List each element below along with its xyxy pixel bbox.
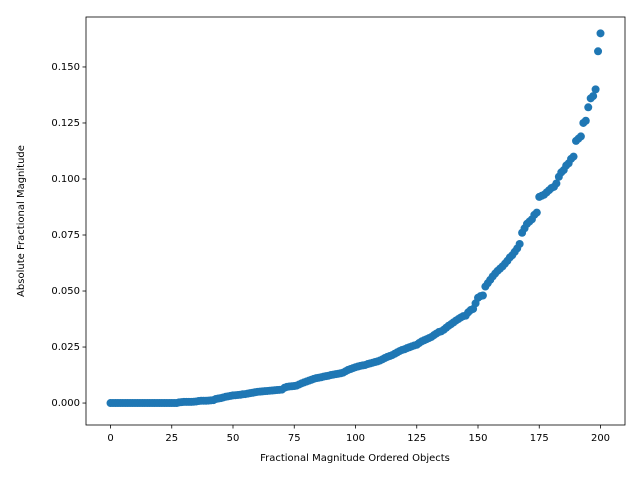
point bbox=[478, 291, 487, 300]
x-tick-label: 0 bbox=[107, 433, 113, 444]
point bbox=[589, 92, 598, 101]
point bbox=[584, 103, 593, 112]
point bbox=[515, 239, 524, 248]
y-axis-label: Absolute Fractional Magnitude bbox=[16, 145, 27, 297]
point bbox=[581, 116, 590, 125]
point bbox=[552, 179, 561, 188]
y-tick-label: 0.075 bbox=[51, 230, 80, 241]
x-tick-label: 150 bbox=[468, 433, 487, 444]
x-tick-label: 175 bbox=[530, 433, 549, 444]
x-tick-label: 50 bbox=[227, 433, 240, 444]
x-tick-label: 100 bbox=[346, 433, 365, 444]
x-axis-label: Fractional Magnitude Ordered Objects bbox=[260, 453, 450, 464]
point bbox=[532, 208, 541, 217]
y-tick-label: 0.150 bbox=[51, 62, 80, 73]
x-tick-label: 25 bbox=[165, 433, 178, 444]
point bbox=[569, 152, 578, 161]
x-tick-label: 200 bbox=[591, 433, 610, 444]
y-tick-label: 0.125 bbox=[51, 118, 80, 129]
point bbox=[591, 85, 600, 94]
point bbox=[576, 132, 585, 141]
point bbox=[594, 47, 603, 56]
y-tick-label: 0.000 bbox=[51, 398, 80, 409]
y-tick-label: 0.050 bbox=[51, 286, 80, 297]
plot-frame bbox=[85, 16, 626, 426]
y-tick-label: 0.025 bbox=[51, 342, 80, 353]
y-tick-label: 0.100 bbox=[51, 174, 80, 185]
point bbox=[596, 29, 605, 38]
x-tick-label: 75 bbox=[288, 433, 301, 444]
x-tick-label: 125 bbox=[407, 433, 426, 444]
